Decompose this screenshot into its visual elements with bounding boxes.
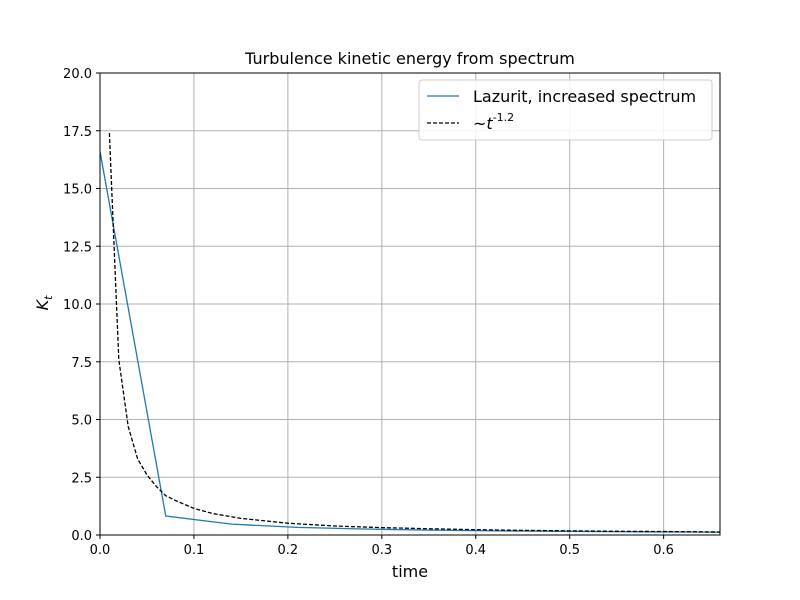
y-axis-label: Kt	[33, 295, 55, 311]
y-tick-label: 5.0	[71, 414, 92, 429]
x-axis-label: time	[392, 562, 428, 581]
y-axis-label-main: K	[33, 298, 52, 310]
legend-label-exponent: -1.2	[493, 111, 514, 124]
y-axis-ticks: 0.0 2.5 5.0 7.5 10.0 12.5 15.0 17.5 20.0	[63, 67, 100, 544]
series-line-0	[100, 151, 720, 533]
y-axis-label-subscript: t	[42, 295, 55, 300]
x-tick-label: 0.3	[371, 543, 392, 558]
legend-label-1: ~t-1.2	[473, 111, 514, 133]
y-tick-label: 15.0	[63, 183, 92, 198]
x-tick-label: 0.5	[559, 543, 580, 558]
chart-title: Turbulence kinetic energy from spectrum	[244, 49, 575, 68]
legend-label-0: Lazurit, increased spectrum	[473, 87, 696, 106]
y-tick-label: 17.5	[63, 125, 92, 140]
x-tick-label: 0.2	[278, 543, 299, 558]
x-tick-label: 0.0	[90, 543, 111, 558]
y-tick-label: 20.0	[63, 67, 92, 82]
x-tick-label: 0.6	[653, 543, 674, 558]
y-tick-label: 0.0	[71, 529, 92, 544]
y-tick-label: 7.5	[71, 356, 92, 371]
grid-lines	[99, 72, 720, 536]
x-axis-ticks: 0.0 0.1 0.2 0.3 0.4 0.5 0.6	[90, 535, 674, 558]
x-tick-label: 0.1	[184, 543, 205, 558]
legend-label-prefix: ~	[473, 114, 486, 133]
y-tick-label: 10.0	[63, 298, 92, 313]
y-tick-label: 2.5	[71, 471, 92, 486]
series-line-1	[108, 133, 720, 533]
x-tick-label: 0.4	[465, 543, 486, 558]
y-tick-label: 12.5	[63, 240, 92, 255]
plot-series	[100, 133, 720, 533]
legend-label-base: t	[486, 114, 493, 133]
legend: Lazurit, increased spectrum ~t-1.2	[418, 79, 713, 141]
legend-box	[418, 79, 713, 141]
